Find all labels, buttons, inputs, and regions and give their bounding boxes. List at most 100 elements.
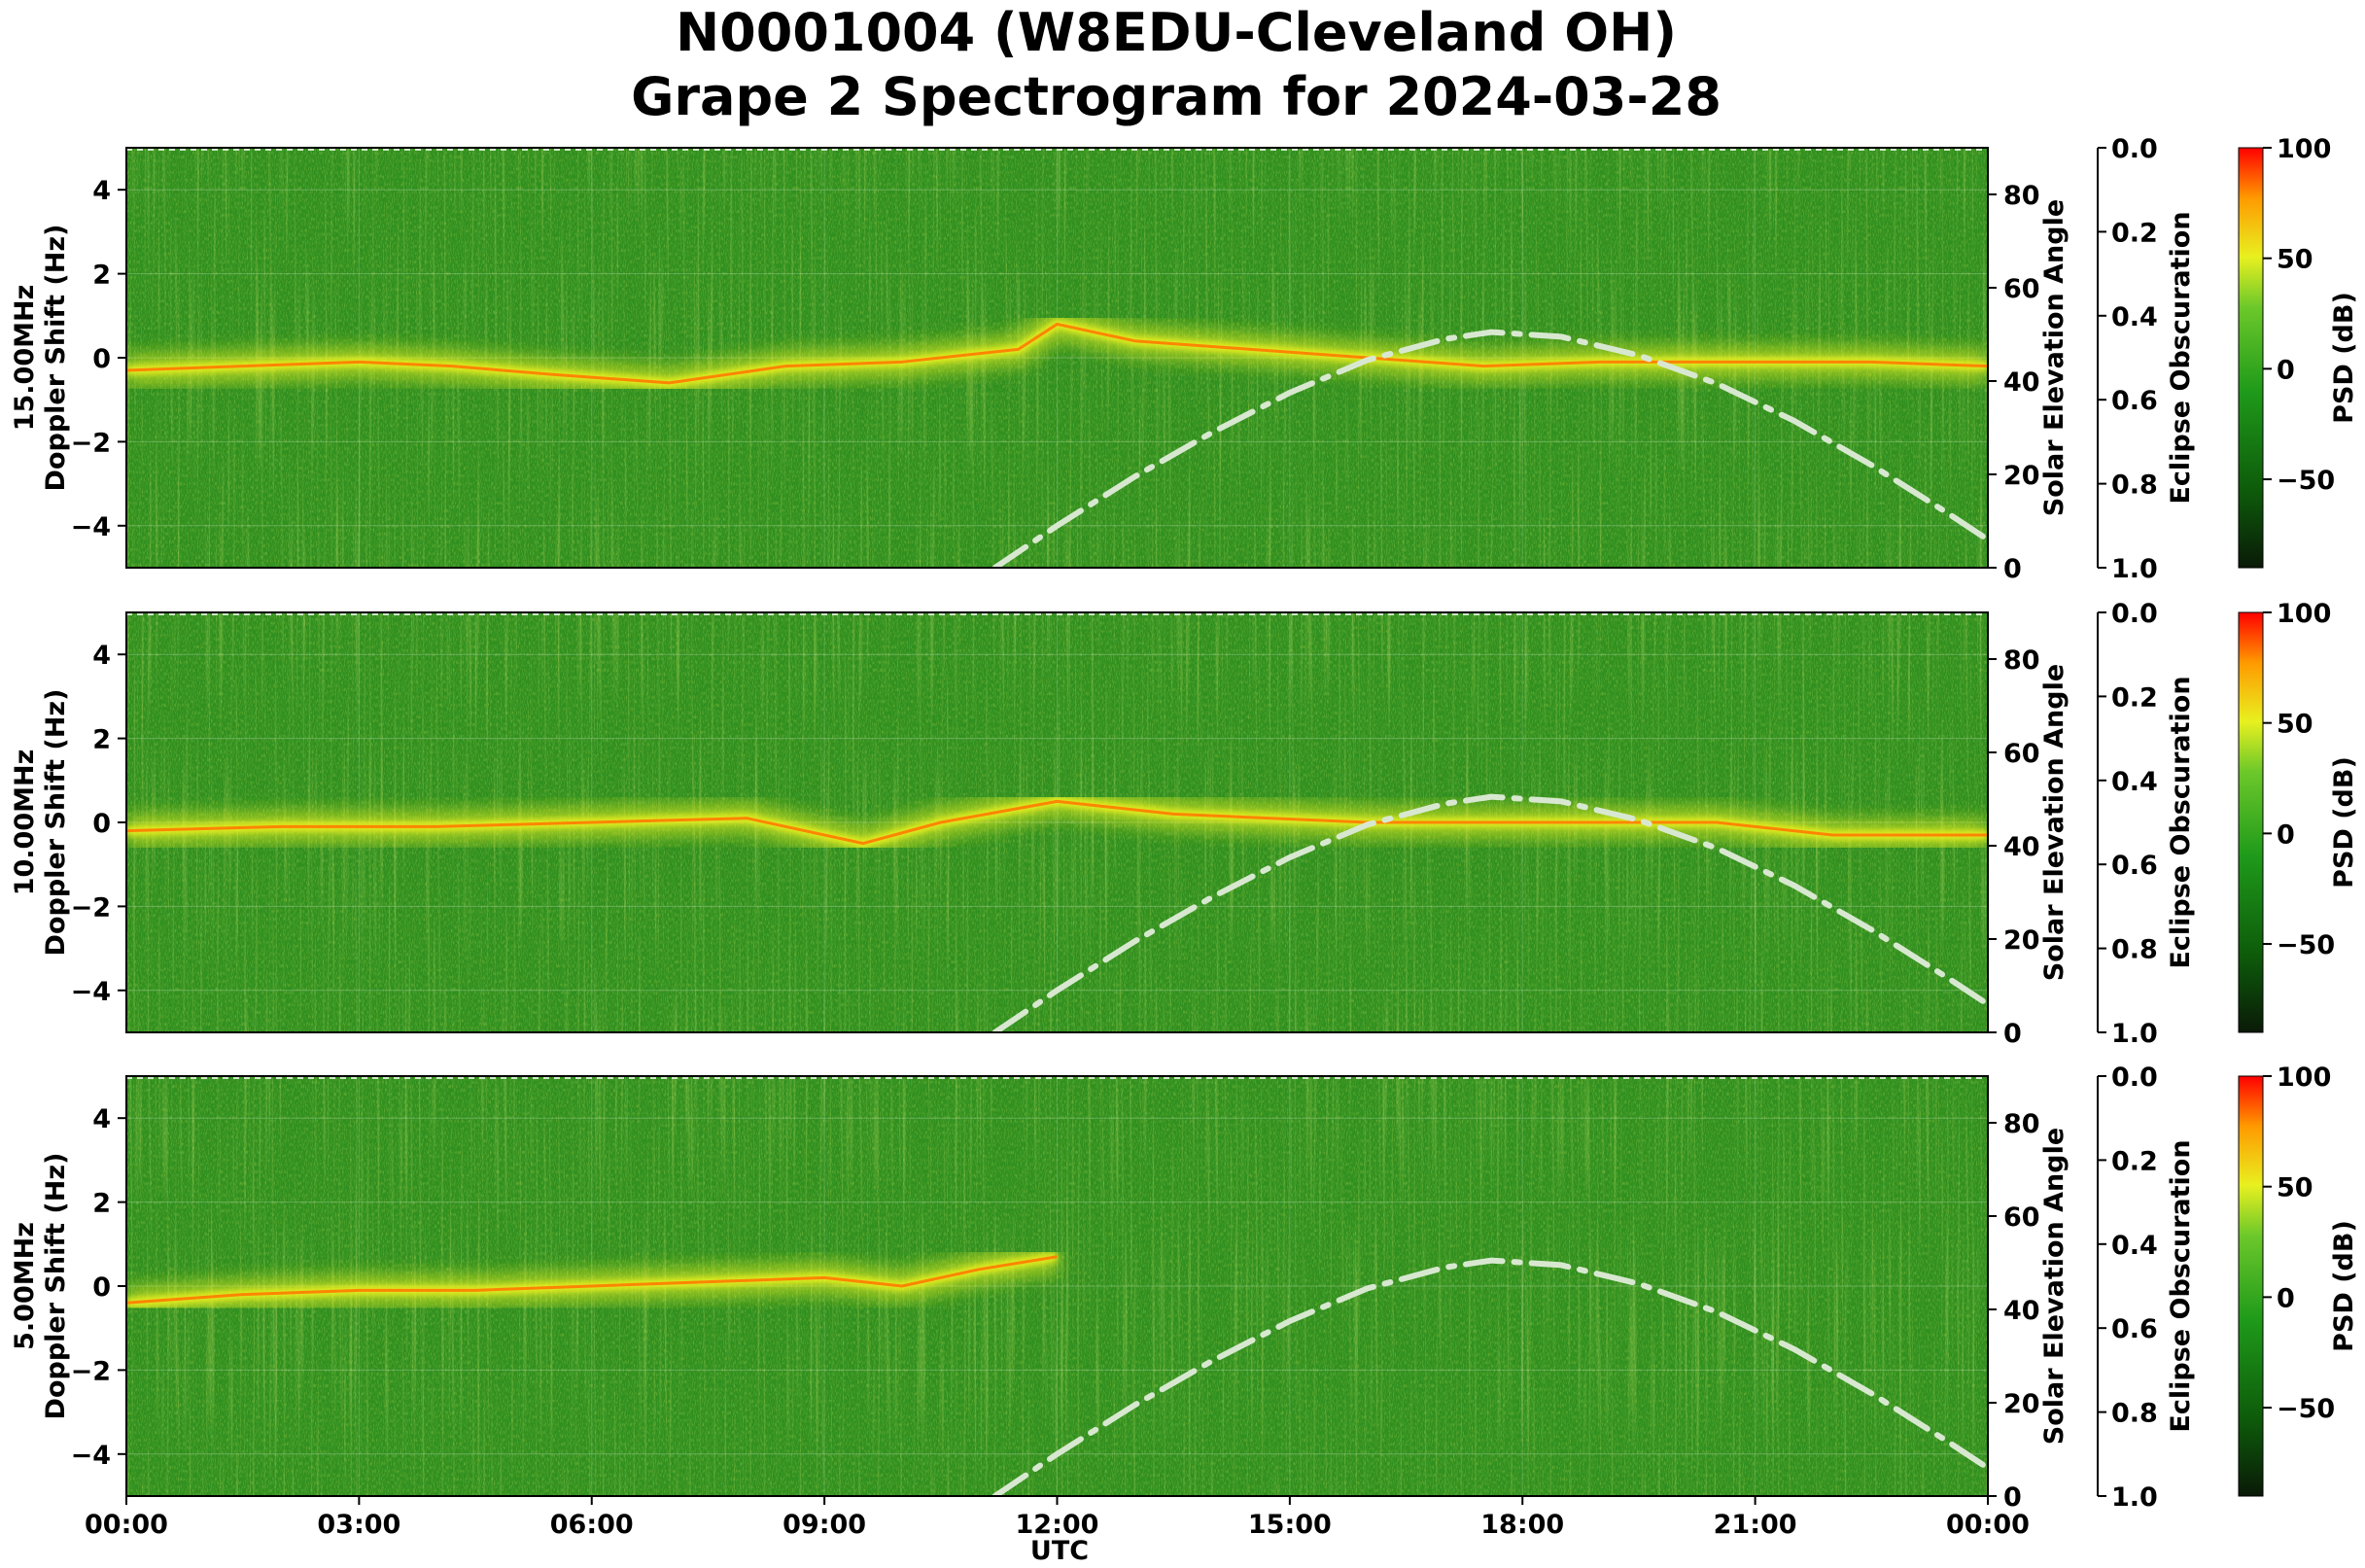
colorbar-tick-label: −50 (2277, 466, 2335, 496)
colorbar-tick-label: 100 (2277, 134, 2331, 164)
obscuration-tick-label: 0.4 (2111, 767, 2158, 797)
obscuration-axis-label: Eclipse Obscuration (2166, 211, 2196, 504)
elevation-tick-label: 60 (2003, 1202, 2040, 1233)
obscuration-tick-label: 0.2 (2111, 218, 2158, 248)
colorbar-label: PSD (dB) (2329, 1220, 2359, 1352)
colorbar-tick-label: −50 (2277, 1394, 2335, 1424)
ylabel-frequency: 10.00MHz (10, 749, 40, 896)
obscuration-tick-label: 1.0 (2111, 1482, 2158, 1513)
doppler-trace (126, 1255, 1058, 1305)
solar-elevation-curve (991, 793, 1988, 1032)
panels: 420−2−415.00MHz Doppler Shift (Hz)0204060… (10, 134, 2359, 1513)
y-tick-label: 0 (92, 809, 111, 839)
obscuration-tick-label: 0.2 (2111, 1146, 2158, 1176)
obscuration-tick-label: 0.4 (2111, 302, 2158, 332)
y-tick-label: −2 (71, 1356, 111, 1386)
elevation-tick-label: 60 (2003, 274, 2040, 304)
ylabel-doppler: Doppler Shift (Hz) (41, 1153, 71, 1420)
spectrogram-5MHz (126, 1076, 1988, 1496)
obscuration-axis-label: Eclipse Obscuration (2166, 676, 2196, 968)
elevation-tick-label: 80 (2003, 181, 2040, 211)
colorbar-tick-label: 0 (2277, 355, 2295, 385)
y-tick-label: −2 (71, 892, 111, 923)
colorbar-tick-label: 100 (2277, 1063, 2331, 1093)
colorbar-tick-label: 50 (2277, 245, 2313, 275)
x-tick-label: 21:00 (1714, 1510, 1797, 1540)
obscuration-tick-label: 0.6 (2111, 1314, 2158, 1344)
spectrogram-15MHz (126, 148, 1988, 568)
y-tick-label: −2 (71, 428, 111, 458)
x-tick-label: 12:00 (1016, 1510, 1099, 1540)
x-tick-label: 00:00 (85, 1510, 168, 1540)
x-tick-label: 06:00 (550, 1510, 634, 1540)
colorbar-label: PSD (dB) (2329, 292, 2359, 424)
ylabel-frequency: 15.00MHz (10, 285, 40, 432)
elevation-tick-label: 40 (2003, 832, 2040, 862)
elevation-tick-label: 80 (2003, 645, 2040, 676)
elevation-tick-label: 20 (2003, 461, 2040, 491)
obscuration-tick-label: 0.6 (2111, 851, 2158, 881)
elevation-tick-label: 80 (2003, 1109, 2040, 1139)
obscuration-tick-label: 0.0 (2111, 1063, 2158, 1093)
colorbar-tick-label: 0 (2277, 1283, 2295, 1313)
colorbar-tick-label: 50 (2277, 710, 2313, 740)
obscuration-axis-label: Eclipse Obscuration (2166, 1139, 2196, 1432)
obscuration-tick-label: 0.0 (2111, 134, 2158, 164)
elevation-axis-label: Solar Elevation Angle (2039, 199, 2069, 516)
y-tick-label: 2 (92, 261, 111, 291)
obscuration-tick-label: 0.2 (2111, 682, 2158, 713)
colorbar (2238, 611, 2264, 1033)
obscuration-tick-label: 0.4 (2111, 1231, 2158, 1261)
elevation-axis-label: Solar Elevation Angle (2039, 1128, 2069, 1445)
ylabel-frequency: 5.00MHz (10, 1222, 40, 1350)
y-tick-label: 0 (92, 1272, 111, 1303)
elevation-tick-label: 40 (2003, 367, 2040, 398)
colorbar (2238, 147, 2264, 569)
y-tick-label: 4 (92, 176, 111, 206)
elevation-axis-label: Solar Elevation Angle (2039, 664, 2069, 981)
x-tick-label: 09:00 (783, 1510, 866, 1540)
y-tick-label: 0 (92, 344, 111, 374)
obscuration-tick-label: 0.0 (2111, 599, 2158, 629)
elevation-tick-label: 20 (2003, 925, 2040, 956)
elevation-tick-label: 0 (2003, 1482, 2022, 1513)
y-tick-label: −4 (71, 1441, 111, 1471)
elevation-tick-label: 40 (2003, 1296, 2040, 1326)
obscuration-tick-label: 0.8 (2111, 470, 2158, 501)
figure-title-line1: N0001004 (W8EDU-Cleveland OH) (676, 2, 1677, 63)
y-tick-label: 4 (92, 1104, 111, 1134)
panel-15MHz: 420−2−415.00MHz Doppler Shift (Hz)0204060… (10, 134, 2359, 584)
x-tick-label: 03:00 (317, 1510, 400, 1540)
elevation-tick-label: 0 (2003, 1019, 2022, 1049)
colorbar-tick-label: −50 (2277, 930, 2335, 960)
panel-5MHz: 420−2−45.00MHz Doppler Shift (Hz)02040608… (10, 1063, 2359, 1513)
figure-title-line2: Grape 2 Spectrogram for 2024-03-28 (631, 66, 1722, 127)
elevation-tick-label: 20 (2003, 1389, 2040, 1419)
utc-axis: 00:00 03:00 06:00 09:00 12:00 15:00 18:00 21:00… (85, 1496, 2030, 1540)
ylabel-doppler: Doppler Shift (Hz) (41, 225, 71, 492)
obscuration-tick-label: 1.0 (2111, 1019, 2158, 1049)
panel-10MHz: 420−2−410.00MHz Doppler Shift (Hz)0204060… (10, 599, 2359, 1049)
solar-elevation-curve (991, 1257, 1988, 1496)
x-tick-label: 18:00 (1480, 1510, 1564, 1540)
y-tick-label: −4 (71, 512, 111, 542)
utc-axis-label: UTC (1030, 1536, 1089, 1566)
colorbar-tick-label: 50 (2277, 1173, 2313, 1203)
y-tick-label: −4 (71, 977, 111, 1007)
obscuration-tick-label: 0.6 (2111, 386, 2158, 416)
spectrogram-10MHz (126, 612, 1988, 1032)
colorbar-tick-label: 100 (2277, 599, 2331, 629)
x-tick-label: 00:00 (1946, 1510, 2030, 1540)
y-tick-label: 4 (92, 641, 111, 671)
colorbar-tick-label: 0 (2277, 819, 2295, 850)
colorbar-label: PSD (dB) (2329, 756, 2359, 889)
elevation-tick-label: 60 (2003, 739, 2040, 769)
doppler-trace (126, 799, 1988, 846)
y-tick-label: 2 (92, 1189, 111, 1219)
obscuration-tick-label: 0.8 (2111, 935, 2158, 965)
y-tick-label: 2 (92, 725, 111, 755)
solar-elevation-curve (991, 329, 1988, 568)
obscuration-tick-label: 1.0 (2111, 554, 2158, 584)
obscuration-tick-label: 0.8 (2111, 1399, 2158, 1429)
doppler-trace (126, 322, 1988, 385)
